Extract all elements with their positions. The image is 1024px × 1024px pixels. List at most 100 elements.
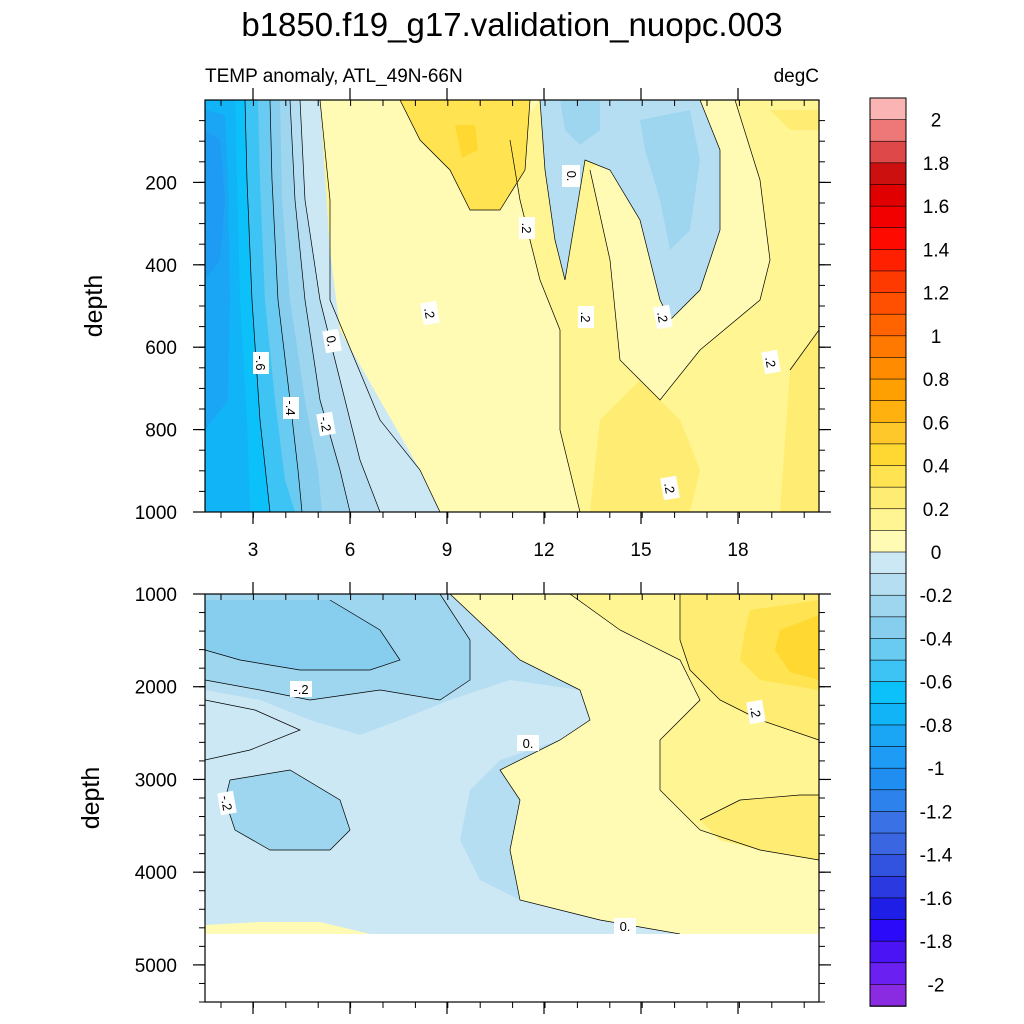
colorbar-swatch	[869, 789, 907, 813]
colorbar-swatch	[869, 97, 907, 121]
contour-label-box	[578, 306, 594, 328]
contour-label: .2	[519, 217, 535, 239]
colorbar-label: 1.4	[923, 240, 950, 261]
colorbar-label: 0.6	[923, 413, 949, 434]
colorbar-frame	[869, 97, 907, 1007]
colorbar-swatch	[869, 184, 907, 207]
contour-label-text: .2	[654, 310, 671, 323]
colorbar-swatch	[869, 724, 907, 748]
colorbar-swatch	[869, 616, 907, 640]
contour-label: -.4	[283, 397, 299, 419]
contour-label: 0.	[614, 918, 636, 934]
x-tick-label: 18	[727, 540, 748, 561]
colorbar-swatch	[869, 681, 907, 705]
region-cool-tongue-inner	[560, 100, 600, 145]
contour-label-text: .2	[762, 355, 779, 368]
contour-line	[699, 794, 819, 821]
region-cool-10	[205, 130, 225, 280]
colorbar-swatch	[869, 421, 907, 445]
colorbar-swatch	[869, 508, 907, 532]
contour-label-box	[761, 349, 781, 375]
colorbar-label: 1	[931, 327, 942, 348]
y-tick-label: 200	[145, 173, 177, 194]
contour-line	[679, 594, 819, 741]
y-tick-label: 2000	[135, 678, 177, 699]
contour-label-box	[746, 699, 766, 725]
colorbar-swatch	[869, 530, 907, 553]
colorbar-swatch	[869, 443, 907, 467]
upper-contour-plot	[205, 100, 819, 512]
y-tick-label: 800	[145, 421, 177, 442]
contour-label-box	[253, 352, 269, 374]
x-tick-label: 3	[248, 540, 259, 561]
region-warm-core-inner	[455, 125, 478, 158]
contour-line	[449, 594, 681, 934]
colorbar-swatch	[869, 854, 907, 878]
contour-label-box	[420, 300, 440, 326]
colorbar-label: -1.8	[920, 932, 953, 953]
figure-title: b1850.f19_g17.validation_nuopc.003	[241, 6, 782, 43]
colorbar-swatch	[869, 357, 907, 380]
x-tick-label: 12	[533, 540, 554, 561]
colorbar-swatch	[869, 811, 907, 834]
contour-line	[319, 100, 441, 512]
contour-label-box	[614, 918, 636, 934]
region-bottom-strip	[205, 922, 370, 934]
contour-label: -.2	[290, 681, 312, 697]
region-near-zero-cool	[205, 680, 680, 934]
colorbar-label: 0	[931, 543, 942, 564]
colorbar-label: 0.8	[923, 370, 949, 391]
colorbar-swatch	[869, 875, 907, 899]
contour-label-box	[660, 475, 680, 501]
contour-label-box	[322, 328, 342, 354]
y-tick-label: 400	[145, 256, 177, 277]
colorbar-label: 1.2	[923, 284, 949, 305]
y-tick-label: 5000	[135, 956, 177, 977]
colorbar-swatch	[869, 659, 907, 683]
contour-label: .2	[578, 306, 594, 328]
region-warm-tongue	[700, 795, 819, 860]
colorbar-swatch	[869, 162, 907, 186]
contour-label-box	[283, 397, 299, 419]
colorbar-swatch	[869, 270, 907, 294]
contour-label-text: .2	[421, 306, 438, 319]
contour-line	[539, 100, 721, 321]
y-tick-label: 1000	[135, 585, 177, 606]
contour-line	[269, 100, 303, 512]
contour-label: -.6	[253, 352, 269, 374]
colorbar-label: -1.2	[920, 802, 953, 823]
contour-label-box	[564, 165, 580, 187]
contour-label: -.2	[217, 790, 237, 816]
contour-label-box	[519, 217, 535, 239]
colorbar-swatch	[869, 486, 907, 510]
contour-line	[244, 100, 271, 512]
colorbar-swatch	[869, 335, 907, 359]
contour-label-text: 0.	[323, 334, 340, 347]
colorbar-swatch	[869, 249, 907, 272]
colorbar-label: 2	[931, 111, 942, 132]
colorbar-swatch	[869, 205, 907, 229]
lower-y-axis-label: depth	[77, 767, 105, 830]
contour-label: .2	[420, 300, 440, 326]
contour-label: 0.	[564, 165, 580, 187]
colorbar-swatch	[869, 378, 907, 402]
colorbar-swatch	[869, 919, 907, 942]
contour-label-box	[316, 411, 336, 437]
contour-label-text: .2	[661, 481, 678, 494]
y-tick-label: 600	[145, 338, 177, 359]
colorbar-swatch	[869, 551, 907, 575]
contour-label-box	[653, 304, 673, 330]
colorbar-label: -0.2	[920, 586, 953, 607]
region-warm-top-right	[770, 110, 819, 130]
colorbar-swatch	[869, 638, 907, 661]
contour-label: .2	[746, 699, 766, 725]
y-tick-label: 3000	[135, 770, 177, 791]
x-tick-label: 6	[345, 540, 356, 561]
region-warm-right-5	[775, 615, 819, 680]
colorbar-swatch	[869, 962, 907, 986]
contour-label-text: -.2	[293, 682, 308, 697]
contour-label-text: -.4	[283, 400, 298, 415]
colorbar-swatch	[869, 140, 907, 164]
y-tick-label: 1000	[135, 503, 177, 524]
